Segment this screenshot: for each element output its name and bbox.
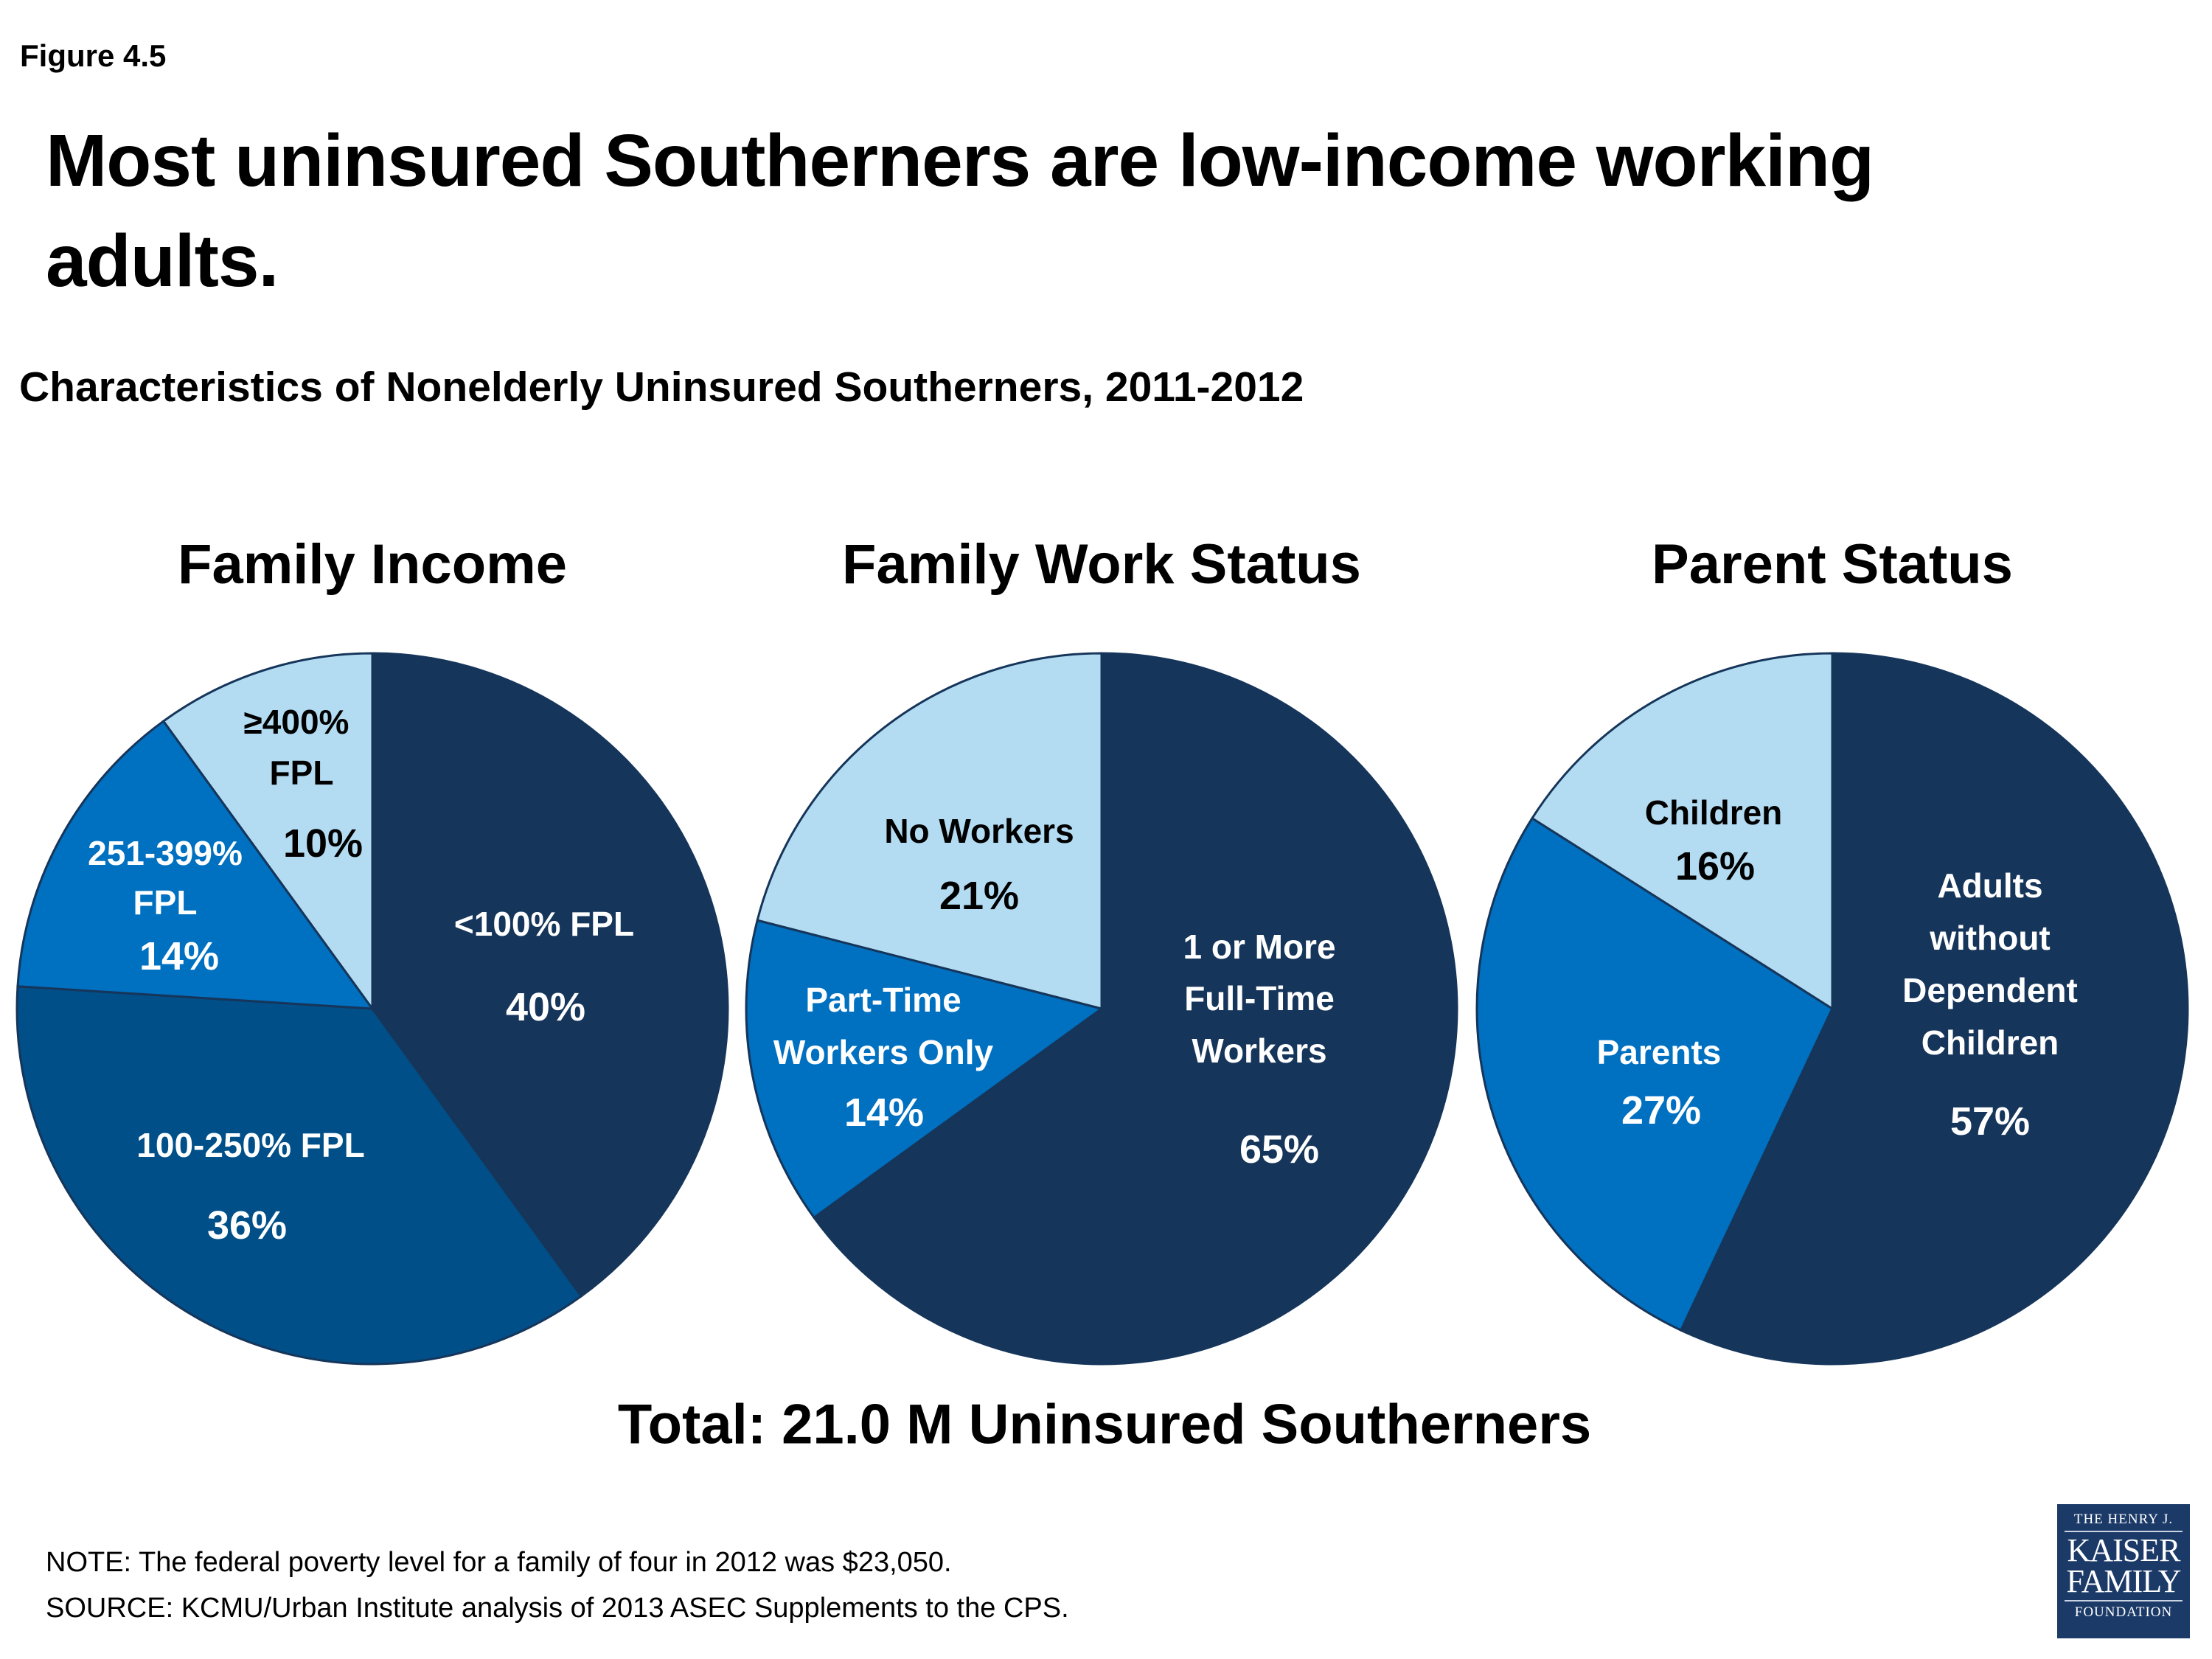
logo-rule (2065, 1531, 2183, 1532)
pie-family-work-status (745, 652, 1458, 1366)
slice-pct-noworkers: 21% (939, 874, 1020, 918)
slice-label-251-399: 251-399% (88, 834, 243, 872)
slice-pct-100-250: 36% (206, 1203, 288, 1248)
pie-title-parent-status: Parent Status (1652, 533, 2013, 596)
pie-slice (16, 719, 375, 1010)
slice-label-adults-2: without (1930, 919, 2051, 957)
pie-slice (371, 652, 729, 1298)
footnote-source: SOURCE: KCMU/Urban Institute analysis of… (46, 1593, 1069, 1624)
slice-label-parttime-2: Workers Only (773, 1033, 994, 1071)
logo-rule (2065, 1600, 2183, 1601)
slice-label-lt100: <100% FPL (453, 905, 635, 943)
pie-slice (1530, 652, 1834, 1011)
slice-label-100-250: 100-250% FPL (136, 1126, 365, 1164)
kff-logo: THE HENRY J. KAISER FAMILY FOUNDATION (2057, 1504, 2190, 1638)
slice-pct-parttime: 14% (844, 1091, 925, 1135)
slice-label-fulltime-2: Full-Time (1184, 979, 1335, 1018)
title-line-1: Most uninsured Southerners are low-incom… (46, 119, 1874, 202)
pie-title-family-income: Family Income (178, 533, 567, 596)
slice-label-adults-3: Dependent (1902, 971, 2078, 1009)
total-uninsured: Total: 21.0 M Uninsured Southerners (617, 1393, 1592, 1456)
logo-line-2: KAISER (2067, 1532, 2181, 1568)
slice-label-gte400: ≥400% (243, 703, 349, 741)
pie-slice (745, 919, 1105, 1220)
pie-slice (161, 652, 374, 1012)
slice-pct-children: 16% (1674, 844, 1756, 888)
slice-label-adults-4: Children (1921, 1023, 2059, 1062)
pie-slice (1679, 652, 2189, 1366)
slice-label-251-399-fpl: FPL (133, 883, 198, 922)
pie-slice (812, 652, 1458, 1366)
pie-slice (15, 985, 583, 1366)
figure-label: Figure 4.5 (20, 38, 167, 73)
page-title: Most uninsured Southerners are low-incom… (46, 111, 2037, 311)
chart-subtitle: Characteristics of Nonelderly Uninsured … (19, 364, 1304, 411)
slice-pct-adults: 57% (1950, 1099, 2031, 1144)
slice-label-fulltime-3: Workers (1192, 1032, 1327, 1070)
pie-title-family-work-status: Family Work Status (842, 533, 1361, 596)
pie-slice (756, 652, 1103, 1010)
slice-pct-fulltime: 65% (1239, 1127, 1320, 1172)
pie-family-income (15, 652, 729, 1366)
slice-pct-251-399: 14% (139, 934, 220, 978)
footnote-note: NOTE: The federal poverty level for a fa… (46, 1547, 952, 1578)
pie-slice (1475, 816, 1834, 1332)
slice-pct-parents: 27% (1621, 1088, 1702, 1133)
slice-label-gte400-fpl: FPL (269, 754, 334, 792)
slice-label-adults-1: Adults (1937, 866, 2043, 905)
slice-label-fulltime-1: 1 or More (1183, 928, 1336, 966)
logo-line-1: THE HENRY J. (2073, 1512, 2174, 1527)
slice-label-children: Children (1644, 793, 1783, 832)
title-line-2: adults. (46, 220, 279, 302)
slice-label-parttime-1: Part-Time (805, 981, 961, 1019)
pie-parent-status (1475, 652, 2189, 1366)
slice-pct-lt100: 40% (505, 985, 586, 1029)
slice-label-noworkers: No Workers (884, 812, 1074, 850)
slice-label-parents: Parents (1596, 1033, 1722, 1071)
logo-line-3: FAMILY (2066, 1563, 2181, 1599)
slice-pct-gte400: 10% (282, 821, 364, 866)
logo-line-4: FOUNDATION (2074, 1604, 2173, 1620)
